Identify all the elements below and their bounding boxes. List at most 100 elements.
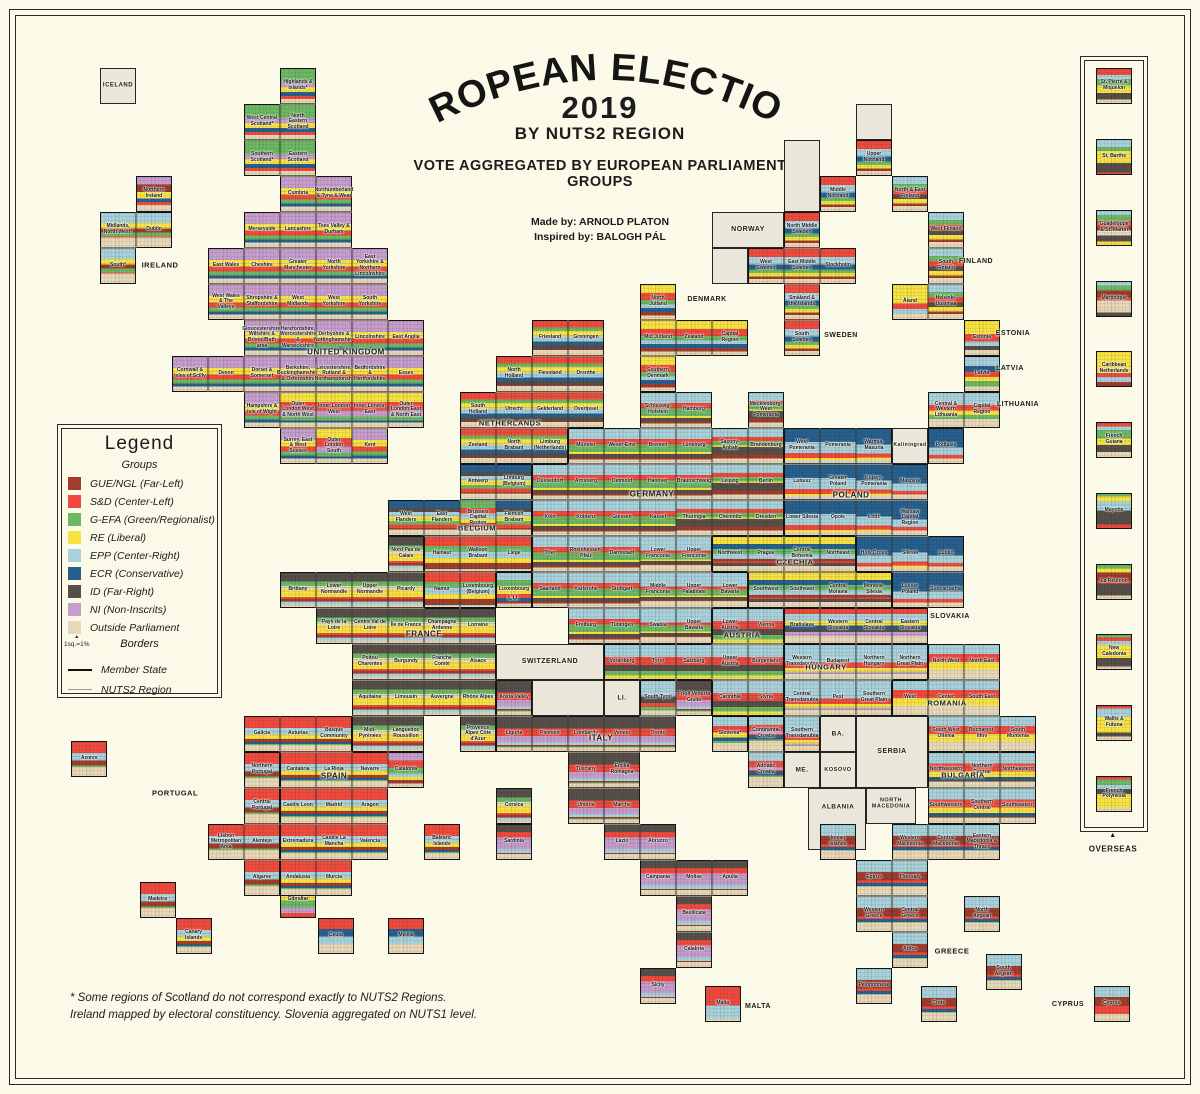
region-tile: Southeast	[784, 572, 820, 608]
map-label: HUNGARY	[805, 662, 847, 672]
region-tile: Southern Central	[964, 788, 1000, 824]
region-label: Melilla	[398, 931, 414, 938]
legend-group-row: NI (Non-Inscrits)	[68, 603, 215, 616]
region-label: Southern Central	[971, 799, 993, 811]
region-label: Southwestern	[929, 802, 963, 809]
legend-borders-title: Borders	[120, 638, 159, 650]
map-label: UNITED KINGDOM	[307, 347, 385, 357]
region-label: Surrey, East & West Sussex	[283, 436, 313, 454]
region-label: Alsace	[469, 658, 487, 665]
region-label: Western Macedonia	[897, 835, 923, 847]
map-label: POLAND	[832, 490, 870, 500]
region-label: Namur	[434, 586, 450, 593]
region-tile: South Muntenia	[1000, 716, 1036, 752]
region-label: Upper Normandie	[356, 583, 384, 595]
region-tile: Friuli Venezia Giulia	[676, 680, 712, 716]
region-label: South Aegean	[994, 965, 1013, 977]
region-tile: North & East Finland	[892, 176, 928, 212]
legend-group-list: GUE/NGL (Far-Left) S&D (Center-Left) G-EFA…	[68, 477, 215, 634]
region-tile: Auvergne	[424, 680, 460, 716]
region-tile: Umbria	[568, 788, 604, 824]
region-label: South Sweden	[792, 331, 812, 343]
region-tile: Burgundy	[388, 644, 424, 680]
region-label: Stuttgart	[611, 586, 633, 593]
region-label: Groningen	[573, 334, 599, 341]
region-tile: Azores	[71, 741, 108, 778]
region-label: Apulia	[722, 874, 738, 881]
region-tile: South Finland	[928, 248, 964, 284]
region-tile: Basque Community	[316, 716, 352, 752]
region-tile: South West Oltenia	[928, 716, 964, 752]
region-label: Valencia	[359, 838, 380, 845]
region-label: Northwest	[717, 550, 743, 557]
region-tile: Kujavy-Pomerania	[856, 464, 892, 500]
region-label: Central Moravia	[828, 583, 848, 595]
region-tile: Northwestern	[928, 752, 964, 788]
region-label: Martinique	[1101, 295, 1127, 302]
region-label: Balearic Islands	[432, 835, 452, 847]
non-eu-area	[784, 140, 820, 212]
legend-group-row: ECR (Conservative)	[68, 567, 215, 580]
map-label: DENMARK	[687, 295, 727, 303]
legend-groups-title: Groups	[121, 459, 158, 471]
region-label: Derbyshire & Nottinghamshire	[314, 331, 354, 343]
region-tile: Thessaly	[892, 860, 928, 896]
region-tile: Köln	[532, 500, 568, 536]
region-label: Bedfordshire & Hertfordshire	[354, 364, 386, 382]
map-label: SWEDEN	[824, 331, 858, 339]
region-tile: Utrecht	[496, 392, 532, 428]
region-tile: Saarland	[532, 572, 568, 608]
region-tile: Warsaw Capital Region	[892, 500, 928, 536]
region-label: Mayotte	[1104, 507, 1124, 514]
legend-swatch-icon	[68, 495, 81, 508]
legend-group-label: S&D (Center-Left)	[90, 495, 174, 508]
region-label: Southern Great Plain	[860, 691, 888, 703]
region-label: Lincolnshire	[355, 334, 385, 341]
non-eu-area	[532, 680, 604, 716]
region-tile: Bratislava	[784, 608, 820, 644]
border-sample-line-icon	[68, 668, 92, 671]
region-tile: Asturias	[280, 716, 316, 752]
region-label: Central Bohemia	[791, 547, 813, 559]
region-tile: Cornwall & Isles of Scilly	[172, 356, 208, 392]
region-label: Merseyside	[248, 226, 276, 233]
map-label: SERBIA	[877, 747, 907, 755]
region-label: Basque Community	[320, 727, 348, 739]
region-tile: La Réunion	[1096, 564, 1133, 601]
map-label: KOSOVO	[824, 766, 852, 773]
region-tile: Swabia	[640, 608, 676, 644]
region-label: Dublin	[146, 226, 162, 233]
region-tile: East Flanders	[424, 500, 460, 536]
region-label: North Middle Sweden	[786, 223, 818, 235]
region-label: Northeastern	[1002, 766, 1034, 773]
region-tile: Drenthe	[568, 356, 604, 392]
region-label: Stockholm	[825, 262, 851, 269]
region-label: North Eastern Scotland	[287, 112, 309, 130]
region-label: Southeast	[789, 586, 815, 593]
region-tile: Holy Cross	[856, 536, 892, 572]
footnote: * Some regions of Scotland do not corres…	[70, 990, 477, 1023]
region-tile: Åland	[892, 284, 928, 320]
region-tile: Schleswig-Holstein	[640, 392, 676, 428]
legend-swatch-icon	[68, 603, 81, 616]
region-tile: Veneto	[604, 716, 640, 752]
region-tile: Derbyshire & Nottinghamshire	[314, 320, 354, 356]
legend-group-label: RE (Liberal)	[90, 531, 147, 544]
region-label: East Anglia	[392, 334, 420, 341]
region-tile: Rhône Alpes	[460, 680, 496, 716]
region-tile: Northeastern	[1000, 752, 1036, 788]
map-label: OVERSEAS	[1088, 844, 1138, 854]
region-tile: Northern Portugal	[244, 752, 280, 788]
region-label: Malta	[716, 1000, 730, 1007]
region-label: Münster	[576, 442, 596, 449]
region-label: Abruzzo	[648, 838, 668, 845]
region-tile: South Tyrol	[640, 680, 676, 716]
region-label: Lorraine	[467, 622, 488, 629]
region-tile: Darmstadt	[604, 536, 640, 572]
region-label: Southern Transdanubia	[785, 727, 819, 739]
region-tile: Lisbon Metropolitan Area	[208, 824, 244, 860]
region-tile: Melilla	[388, 917, 424, 954]
region-label: Pomerania	[825, 442, 851, 449]
region-tile: North Brabant	[496, 428, 532, 464]
